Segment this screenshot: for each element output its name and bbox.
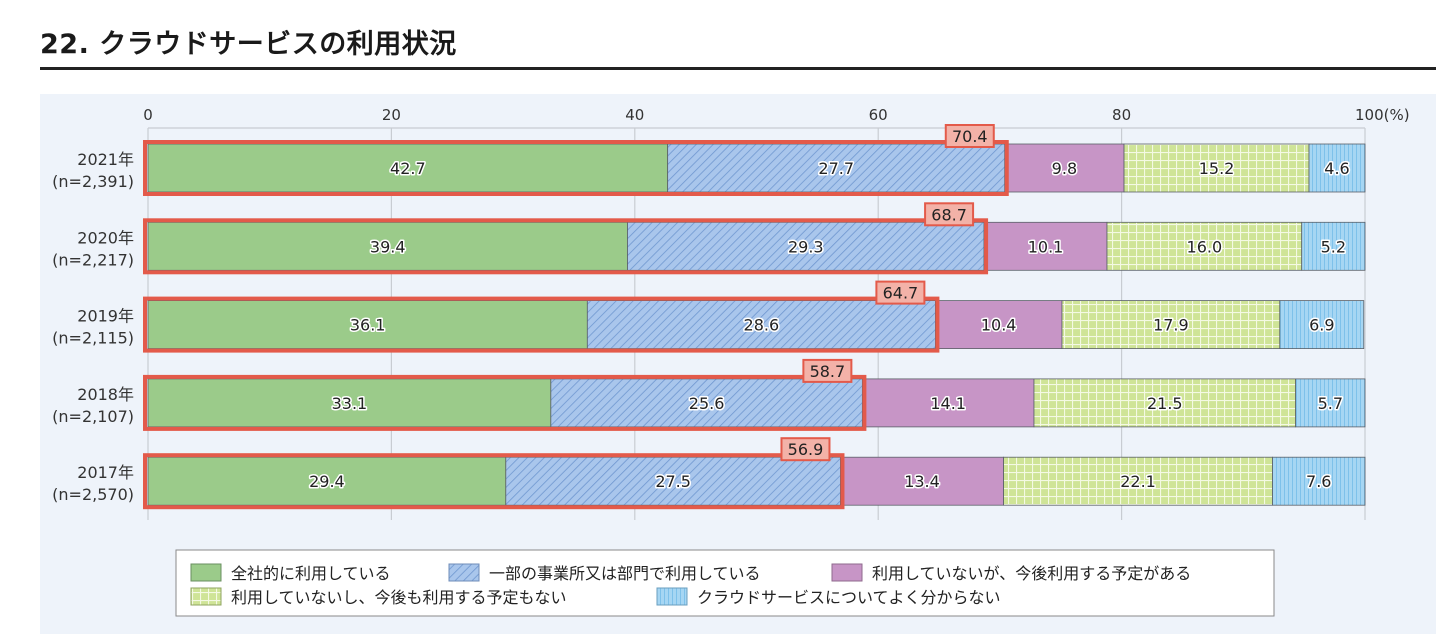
legend-label: 全社的に利用している	[231, 564, 391, 583]
value-labels: 42.7 27.7 9.8 15.2 4.6 39.4 29.3 10.1 16…	[308, 158, 1352, 493]
x-tick-label: 20	[382, 106, 401, 124]
bar-segment	[1308, 143, 1366, 193]
bar-segment	[586, 300, 936, 350]
value-label: 22.1	[1120, 472, 1156, 491]
category-labels: 2021年 (n=2,391) 2020年 (n=2,217) 2019年 (n…	[52, 150, 134, 504]
bar-segment	[147, 456, 507, 506]
value-label: 5.7	[1318, 394, 1343, 413]
x-tick-label: 80	[1112, 106, 1131, 124]
bar-segment	[1301, 221, 1366, 271]
value-label: 10.1	[1028, 237, 1064, 256]
legend-swatch-grid	[190, 587, 222, 606]
title-underline	[40, 67, 1436, 70]
value-label: 17.9	[1153, 316, 1189, 335]
category-year: 2020年	[77, 228, 134, 247]
highlight-box	[143, 218, 989, 275]
highlight-total-badge-inner	[926, 204, 973, 225]
category-year: 2017年	[77, 463, 134, 482]
bar-segment	[147, 378, 552, 428]
bar-segment	[1272, 456, 1366, 506]
value-label: 7.6	[1306, 472, 1331, 491]
value-label: 4.6	[1324, 159, 1349, 178]
legend-swatch-diagonal	[448, 563, 480, 582]
value-label: 14.1	[930, 394, 966, 413]
bars	[147, 143, 1366, 506]
value-label: 36.1	[350, 316, 386, 335]
category-n: (n=2,217)	[52, 250, 134, 269]
bar-segment	[1061, 300, 1281, 350]
bar-segment	[1106, 221, 1303, 271]
value-label: 28.6	[744, 316, 780, 335]
highlight-box	[143, 453, 845, 510]
legend-swatch-purple	[831, 563, 863, 582]
value-label: 16.0	[1187, 237, 1223, 256]
bar-segment	[550, 378, 863, 428]
x-tick-label: 100(%)	[1355, 106, 1410, 124]
value-label: 27.7	[818, 159, 854, 178]
legend-label: クラウドサービスについてよく分からない	[697, 588, 1001, 607]
legend-box	[175, 549, 1275, 617]
value-label: 39.4	[370, 237, 406, 256]
category-n: (n=2,115)	[52, 329, 134, 348]
bar-segment	[1003, 456, 1273, 506]
highlight-box	[143, 296, 940, 353]
value-label: 27.5	[655, 472, 691, 491]
x-tick-label: 60	[869, 106, 888, 124]
value-label: 29.3	[788, 237, 824, 256]
bar-segment	[1123, 143, 1310, 193]
bar-segment	[627, 221, 985, 271]
legend-swatch-vertical	[656, 587, 688, 606]
highlight-total-badge-inner	[804, 360, 851, 381]
highlight-total-label: 70.4	[952, 127, 988, 146]
highlight-total-label: 56.9	[788, 440, 824, 459]
highlight-box	[143, 140, 1009, 196]
value-label: 9.8	[1052, 159, 1077, 178]
category-n: (n=2,391)	[52, 172, 134, 191]
legend-swatch-green	[190, 563, 222, 582]
highlight-total-label: 68.7	[931, 205, 967, 224]
value-label: 42.7	[390, 159, 426, 178]
category-n: (n=2,570)	[52, 485, 134, 504]
highlight-boxes	[143, 124, 1009, 510]
bar-segment	[505, 456, 841, 506]
highlight-total-badge-inner	[877, 282, 924, 303]
legend-label: 一部の事業所又は部門で利用している	[489, 564, 761, 583]
value-label: 21.5	[1147, 394, 1183, 413]
bar-segment	[934, 300, 1063, 350]
x-tick-label: 40	[625, 106, 644, 124]
category-year: 2018年	[77, 385, 134, 404]
highlight-total-label: 58.7	[810, 362, 846, 381]
value-label: 13.4	[904, 472, 940, 491]
highlight-total-labels: 70.4 68.7 64.7 58.7 56.9	[788, 127, 988, 459]
chart-title: 22. クラウドサービスの利用状況	[40, 29, 457, 60]
category-year: 2019年	[77, 307, 134, 326]
bar-segment	[1004, 143, 1125, 193]
legend-label: 利用していないが、今後利用する予定がある	[872, 564, 1191, 583]
highlight-box	[143, 374, 867, 431]
value-label: 5.2	[1321, 237, 1346, 256]
value-label: 6.9	[1309, 316, 1334, 335]
x-tick-label: 0	[143, 106, 153, 124]
category-n: (n=2,107)	[52, 407, 134, 426]
value-label: 15.2	[1199, 159, 1235, 178]
legend: 全社的に利用している 一部の事業所又は部門で利用している 利用していないが、今後…	[175, 549, 1275, 617]
highlight-total-label: 64.7	[883, 284, 919, 303]
bar-segment	[1295, 378, 1366, 428]
bar-segment	[861, 378, 1035, 428]
value-label: 33.1	[332, 394, 368, 413]
legend-label: 利用していないし、今後も利用する予定もない	[231, 588, 567, 607]
x-axis-ticks: 0 20 40 60 80 100(%)	[143, 106, 1409, 124]
highlight-total-badge-inner	[946, 126, 993, 146]
highlight-total-badge-inner	[782, 439, 829, 460]
bar-segment	[1279, 300, 1365, 350]
value-label: 10.4	[981, 316, 1017, 335]
category-year: 2021年	[77, 150, 134, 169]
value-label: 25.6	[689, 394, 725, 413]
value-label: 29.4	[309, 472, 345, 491]
